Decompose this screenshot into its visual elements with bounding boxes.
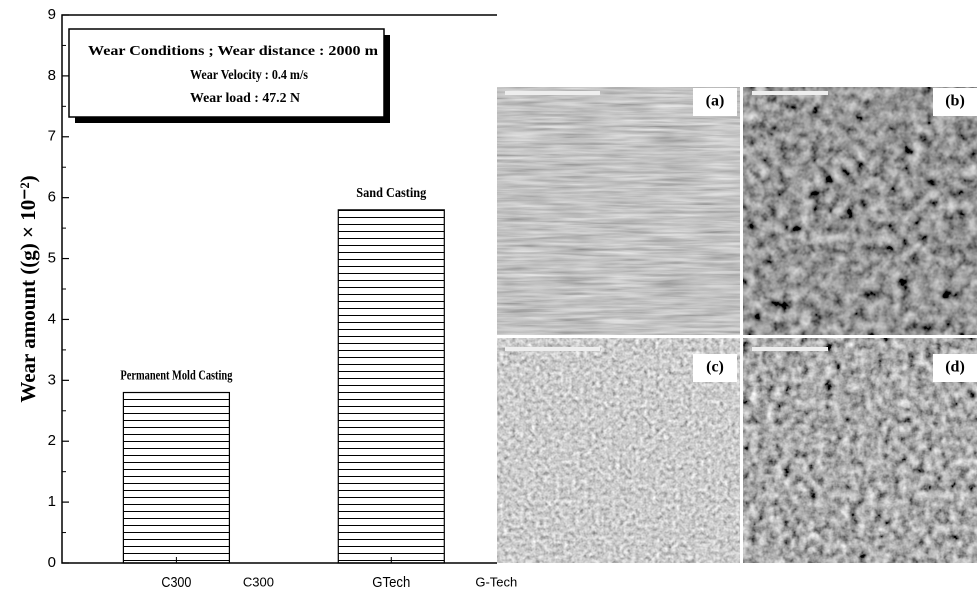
micrographs: (a) (b) (c) (d)	[497, 87, 977, 563]
x-tick-label: C300	[243, 574, 274, 589]
y-tick-label: 7	[48, 128, 56, 145]
y-axis-label: Wear amount ((g) × 10⁻²)	[16, 175, 40, 402]
y-tick-label: 9	[48, 6, 56, 23]
x-tick-label: C300	[161, 574, 191, 591]
bar-label: Sand Casting	[356, 186, 426, 201]
bar-label: Permanent Mold Casting	[120, 369, 232, 384]
x-tick-label: G-Tech	[475, 574, 517, 589]
bar	[338, 210, 444, 563]
y-tick-label: 3	[48, 371, 56, 388]
y-tick-label: 5	[48, 250, 56, 267]
figure: (a) (b) (c) (d) Wear Conditions ; Wear d…	[0, 0, 977, 591]
panel-label: (c)	[706, 359, 724, 376]
y-tick-label: 8	[48, 67, 56, 84]
bar	[123, 393, 229, 563]
micrograph	[743, 87, 977, 335]
condition: Wear load : 47.2 N	[190, 91, 300, 106]
y-tick-label: 6	[48, 189, 56, 206]
condition: Wear Conditions ; Wear distance : 2000 m	[88, 44, 378, 59]
x-tick-label: GTech	[372, 574, 410, 591]
y-tick-label: 4	[48, 310, 56, 327]
condition: Wear Velocity : 0.4 m/s	[190, 68, 308, 83]
micrograph	[497, 87, 740, 335]
panel-label: (b)	[945, 93, 965, 110]
panel-label: (d)	[945, 359, 965, 376]
y-tick-label: 1	[48, 493, 56, 510]
y-tick-label: 0	[48, 554, 56, 571]
y-tick-label: 2	[48, 432, 56, 449]
panel-label: (a)	[706, 93, 725, 110]
